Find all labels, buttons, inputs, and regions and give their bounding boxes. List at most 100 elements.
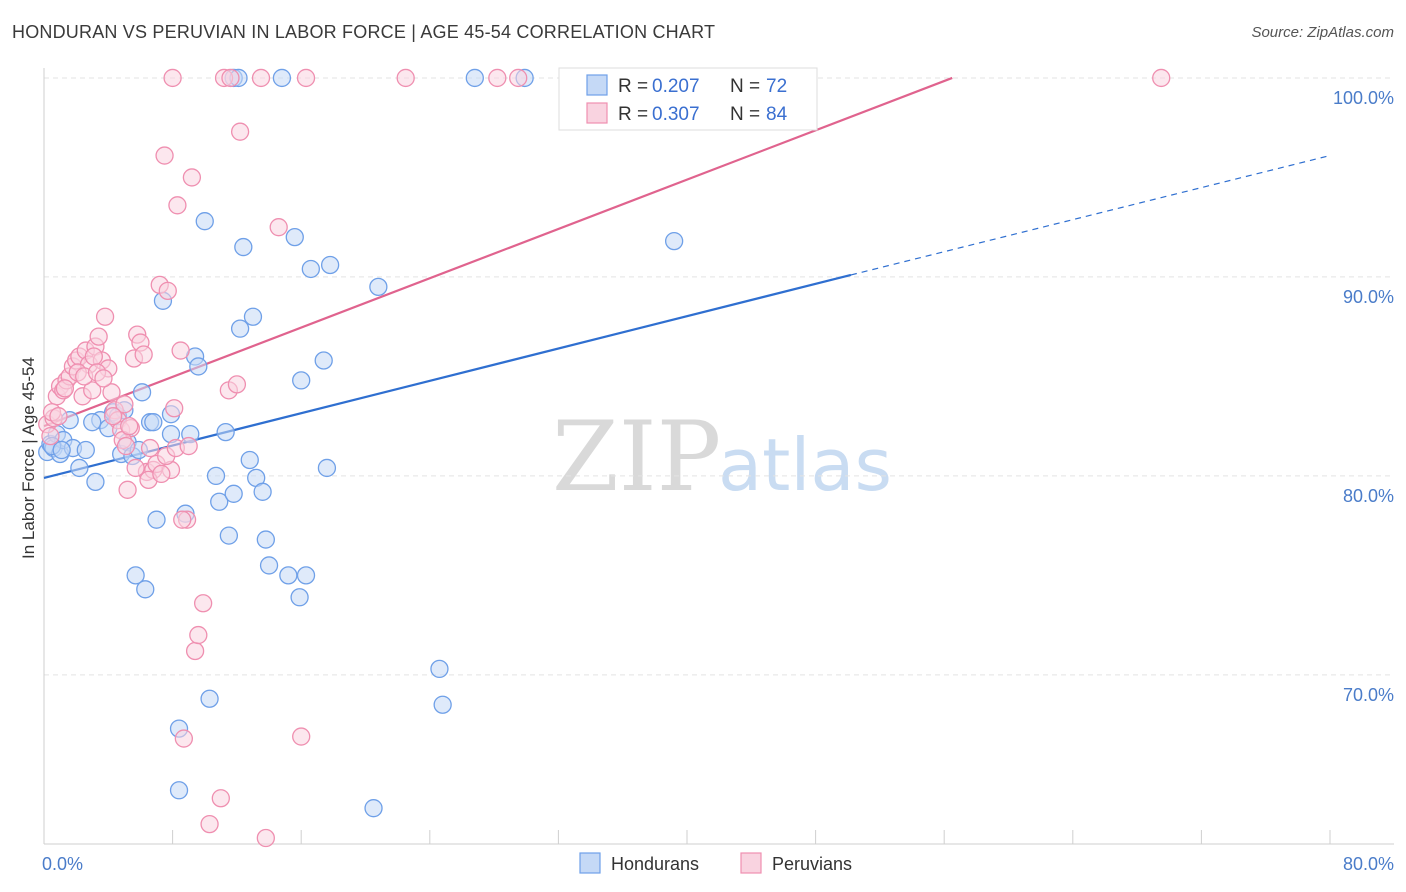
honduran-point — [240, 450, 259, 470]
peruvian-point — [171, 341, 190, 360]
y-tick-label: 70.0% — [1343, 685, 1394, 705]
peruvian-point — [163, 68, 182, 88]
honduran-point — [317, 458, 337, 478]
watermark-zip: ZIP — [552, 401, 721, 513]
honduran-point — [433, 695, 452, 714]
peruvian-point — [49, 407, 68, 426]
honduran-point — [314, 351, 333, 370]
honduran-point — [259, 556, 279, 575]
peruvian-point — [227, 375, 247, 394]
peruvian-point — [89, 327, 108, 346]
peruvian-point — [173, 510, 192, 529]
bottom-legend-swatch-peruvian — [740, 852, 762, 874]
trend-line-honduran-extension — [850, 154, 1331, 276]
honduran-point — [296, 566, 316, 585]
peruvian-point — [165, 399, 184, 418]
honduran-point — [369, 277, 388, 297]
honduran-point — [200, 689, 219, 708]
bottom-legend-label-peruvian: Peruvians — [772, 854, 852, 874]
peruvian-point — [179, 436, 198, 456]
peruvian-point — [95, 307, 115, 326]
peruvian-point — [126, 458, 145, 478]
peruvian-point — [200, 814, 219, 834]
peruvian-point — [118, 480, 137, 499]
peruvian-point — [185, 641, 205, 661]
peruvian-point — [1152, 68, 1171, 88]
honduran-point — [126, 566, 145, 585]
honduran-point — [83, 413, 102, 432]
bottom-legend-swatch-honduran — [579, 852, 601, 874]
legend-swatch-peruvian — [586, 102, 608, 124]
source-label: Source: ZipAtlas.com — [1251, 24, 1394, 41]
peruvian-point — [155, 146, 174, 165]
peruvian-point — [55, 379, 75, 398]
peruvian-point — [488, 68, 507, 88]
peruvian-point — [140, 438, 160, 458]
honduran-point — [279, 566, 298, 585]
honduran-point — [230, 319, 250, 338]
honduran-point — [234, 237, 253, 257]
honduran-point — [219, 526, 239, 545]
peruvian-point — [84, 347, 103, 366]
honduran-point — [195, 212, 214, 231]
honduran-point — [253, 482, 272, 501]
honduran-point — [272, 68, 292, 88]
legend-r-value-honduran: 0.207 — [652, 76, 700, 97]
peruvian-point — [115, 395, 134, 414]
honduran-point — [144, 413, 163, 432]
honduran-point — [364, 799, 383, 818]
peruvian-point — [116, 436, 136, 456]
legend-swatch-honduran — [586, 74, 608, 96]
y-tick-label: 90.0% — [1343, 287, 1394, 307]
legend-n-label-honduran: N = — [730, 76, 760, 97]
y-tick-label: 100.0% — [1333, 88, 1394, 108]
honduran-point — [301, 259, 320, 279]
peruvian-point — [256, 828, 275, 848]
honduran-point — [189, 357, 208, 376]
honduran-point — [243, 307, 263, 326]
honduran-point — [169, 781, 189, 800]
honduran-point — [430, 659, 449, 679]
peruvian-point — [193, 594, 213, 613]
x-tick-label-max: 80.0% — [1343, 854, 1394, 874]
bottom-legend-label-honduran: Hondurans — [611, 854, 699, 874]
peruvian-point — [41, 426, 60, 446]
honduran-point — [206, 466, 226, 486]
honduran-point — [76, 440, 95, 460]
honduran-point — [664, 231, 684, 251]
peruvian-point — [269, 218, 288, 237]
peruvian-point — [158, 281, 177, 301]
peruvian-point — [94, 369, 113, 388]
peruvian-point — [120, 417, 139, 436]
peruvian-point — [102, 383, 121, 402]
honduran-point — [86, 472, 105, 492]
legend-n-value-honduran: 72 — [766, 76, 787, 97]
legend-n-label-peruvian: N = — [730, 104, 760, 125]
peruvian-point — [83, 381, 102, 400]
peruvian-point — [221, 68, 240, 88]
legend-r-value-peruvian: 0.307 — [652, 104, 700, 125]
legend-bottom: Hondurans Peruvians — [579, 852, 852, 874]
honduran-point — [52, 440, 71, 460]
honduran-point — [285, 227, 304, 247]
honduran-point — [136, 580, 155, 599]
peruvian-point — [182, 168, 202, 187]
peruvian-point — [509, 68, 528, 88]
peruvian-point — [396, 68, 415, 88]
honduran-point — [465, 68, 484, 88]
peruvian-point — [174, 729, 194, 748]
peruvian-point — [296, 68, 316, 88]
peruvian-point — [230, 122, 250, 141]
honduran-point — [216, 422, 235, 442]
legend-r-label-honduran: R = — [618, 76, 648, 97]
peruvian-points — [38, 68, 1171, 848]
honduran-point — [320, 255, 340, 275]
y-tick-labels: 70.0% 80.0% 90.0% 100.0% — [1333, 88, 1394, 705]
watermark-atlas: atlas — [718, 423, 892, 507]
legend-r-label-peruvian: R = — [618, 104, 648, 125]
peruvian-point — [103, 407, 123, 426]
legend-top: R = 0.207 N = 72 R = 0.307 N = 84 — [558, 67, 818, 131]
honduran-point — [292, 371, 311, 390]
honduran-point — [70, 458, 89, 478]
